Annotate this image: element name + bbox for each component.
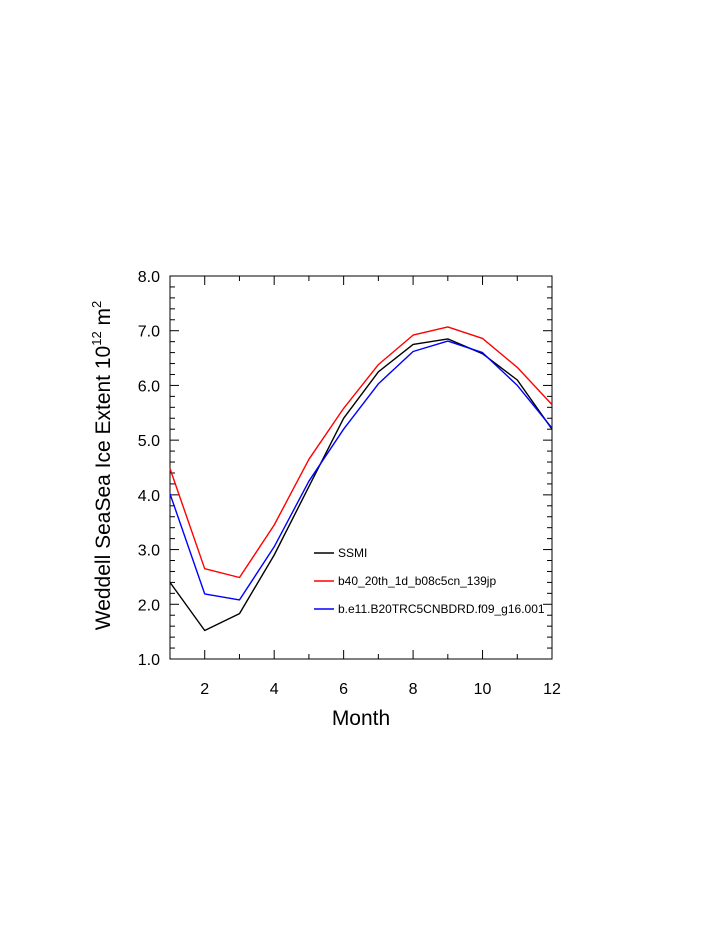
- y-axis-title-exponent: 12: [89, 331, 104, 345]
- y-axis-title-main: Weddell SeaSea Ice Extent 10: [92, 346, 115, 630]
- y-axis-title: Weddell SeaSea Ice Extent 1012 m2: [89, 301, 115, 631]
- x-tick-label: 4: [270, 681, 279, 698]
- y-axis-title-unit: m: [92, 308, 115, 331]
- series-line-3: [169, 340, 553, 601]
- x-axis-title: Month: [332, 707, 390, 730]
- x-tick-label: 10: [474, 681, 492, 698]
- x-tick-label: 6: [339, 681, 348, 698]
- y-tick-label: 7.0: [138, 324, 160, 341]
- legend-label-2: b40_20th_1d_b08c5cn_139jp: [338, 574, 496, 588]
- legend-label-1: SSMI: [338, 546, 367, 560]
- y-tick-label: 1.0: [138, 652, 160, 669]
- series-lines: [169, 326, 553, 632]
- y-tick-label: 5.0: [138, 433, 160, 450]
- plot-frame: [169, 275, 553, 660]
- legend: SSMI b40_20th_1d_b08c5cn_139jp b.e11.B20TR…: [314, 546, 545, 616]
- legend-label-3: b.e11.B20TRC5CNBDRD.f09_g16.001: [338, 602, 545, 616]
- y-tick-label: 4.0: [138, 488, 160, 505]
- axis-tick-labels: 2 4 6 8 10 12 1.0 2.0 3.0 4.0 5.0 6.0 7.0 8.0: [138, 269, 561, 698]
- y-tick-label: 3.0: [138, 543, 160, 560]
- x-tick-label: 12: [543, 681, 561, 698]
- y-tick-label: 2.0: [138, 597, 160, 614]
- x-tick-label: 2: [200, 681, 209, 698]
- y-tick-label: 6.0: [138, 378, 160, 395]
- axis-ticks: [169, 275, 553, 660]
- y-tick-label: 8.0: [138, 269, 160, 286]
- y-axis-title-unit-exponent: 2: [89, 301, 104, 308]
- x-tick-label: 8: [409, 681, 418, 698]
- series-line-2: [169, 326, 553, 579]
